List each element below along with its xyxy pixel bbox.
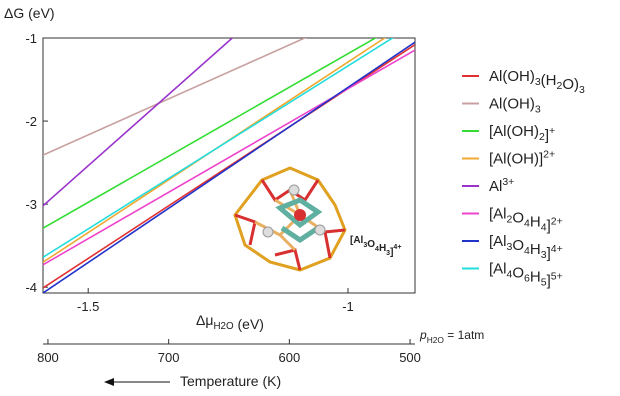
y-tick-label: -1: [25, 31, 37, 46]
series-line: [43, 45, 415, 288]
y-tick-label: -3: [25, 197, 37, 212]
series-line: [43, 50, 415, 265]
y-tick-label: -2: [25, 114, 37, 129]
x2-tick-label: 600: [278, 350, 300, 365]
plot-lines: [43, 0, 415, 293]
legend-label: [Al3O4H3]4+: [489, 233, 563, 262]
legend-label: Al3+: [489, 176, 514, 195]
molecule-inset: [235, 168, 345, 270]
legend-label: Al(OH)3(H2O)3: [489, 68, 585, 96]
legend-label: Al(OH)3: [489, 96, 541, 116]
legend-label: [Al(OH)]2+: [489, 149, 555, 168]
inset-label: [Al3O4H3]4+: [350, 235, 401, 258]
pressure-label: pH2O = 1atm: [419, 328, 484, 345]
page: {"chart_data": {"type": "line", "ylabel"…: [0, 0, 620, 396]
arrow-head: [104, 378, 114, 386]
series-line: [43, 15, 415, 228]
x2-tick-label: 800: [37, 350, 59, 365]
series-line: [43, 0, 415, 206]
series-line: [43, 0, 415, 155]
x2-tick-label: 700: [158, 350, 180, 365]
x-axis-title: ΔμH2O (eV): [196, 312, 264, 332]
series-line: [43, 24, 415, 257]
x-tick-label: -1.5: [77, 299, 99, 314]
chart: ΔG (eV) ΔμH2O (eV) pH2O = 1atm Temperatu…: [0, 0, 620, 391]
temperature-title: Temperature (K): [180, 373, 281, 389]
x-tick-label: -1: [342, 299, 354, 314]
y-tick-label: -4: [25, 280, 37, 295]
series-line: [43, 42, 415, 293]
x2-tick-label: 500: [399, 350, 421, 365]
legend-label: [Al4O6H5]5+: [489, 261, 563, 290]
y-axis-title: ΔG (eV): [4, 5, 55, 21]
legend-label: [Al2O4H4]2+: [489, 206, 563, 235]
legend-label: [Al(OH)2]+: [489, 123, 555, 144]
